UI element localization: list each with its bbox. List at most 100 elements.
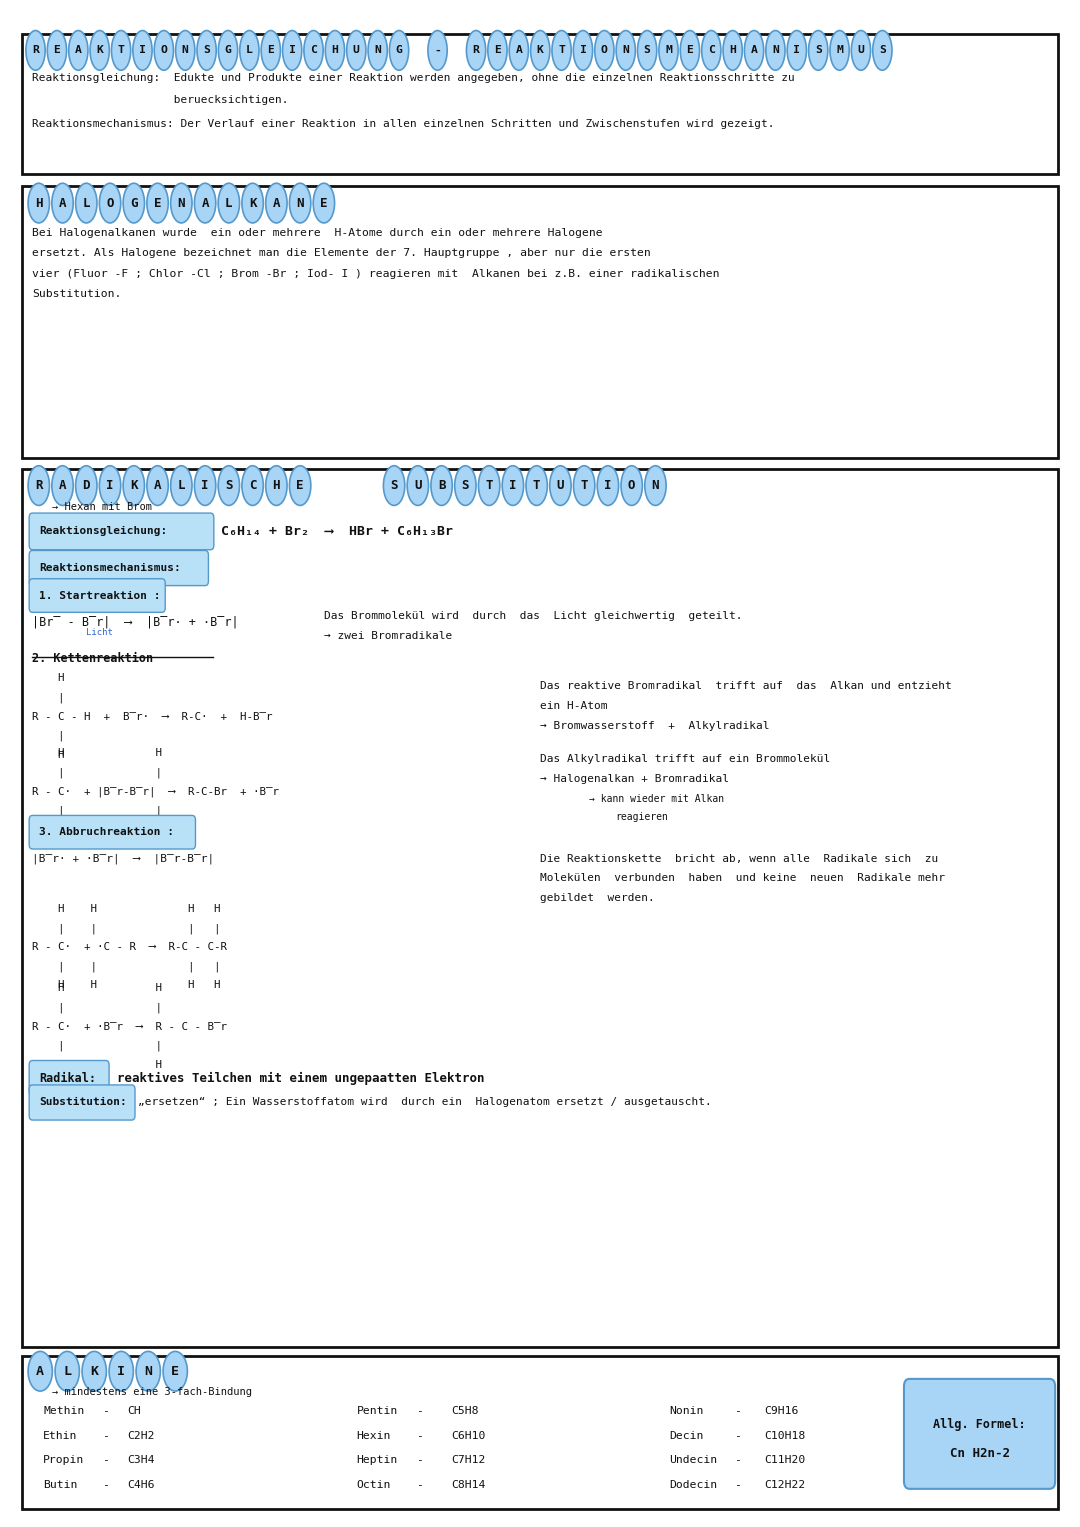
Text: R - C·  + ·C - R  ⟶  R-C - C-R: R - C· + ·C - R ⟶ R-C - C-R: [32, 942, 228, 953]
Text: S: S: [203, 46, 210, 55]
Text: → zwei Bromradikale: → zwei Bromradikale: [324, 631, 453, 641]
Text: I: I: [139, 46, 146, 55]
Text: -: -: [734, 1406, 741, 1417]
Ellipse shape: [303, 31, 323, 70]
Text: R - C·  + ·B̅r  ⟶  R - C - B̅r: R - C· + ·B̅r ⟶ R - C - B̅r: [32, 1022, 228, 1032]
Text: E: E: [494, 46, 501, 55]
Ellipse shape: [766, 31, 785, 70]
Text: C6H10: C6H10: [451, 1431, 486, 1441]
Text: Pentin: Pentin: [356, 1406, 397, 1417]
Text: S: S: [644, 46, 650, 55]
Ellipse shape: [283, 31, 301, 70]
Text: Reaktionsmechanismus: Der Verlauf einer Reaktion in allen einzelnen Schritten un: Reaktionsmechanismus: Der Verlauf einer …: [32, 119, 775, 130]
Ellipse shape: [26, 31, 45, 70]
Text: C9H16: C9H16: [765, 1406, 799, 1417]
Ellipse shape: [136, 1351, 161, 1391]
Text: N: N: [177, 197, 185, 209]
Text: Das Brommolekül wird  durch  das  Licht gleichwertig  geteilt.: Das Brommolekül wird durch das Licht gle…: [324, 611, 743, 621]
Text: → Bromwasserstoff  +  Alkylradikal: → Bromwasserstoff + Alkylradikal: [540, 721, 769, 731]
Text: C8H14: C8H14: [451, 1480, 486, 1490]
Text: H    H              H   H: H H H H: [32, 904, 221, 915]
Ellipse shape: [52, 183, 73, 223]
Text: 2. Kettenreaktion: 2. Kettenreaktion: [32, 652, 153, 666]
Text: C: C: [248, 479, 256, 492]
FancyBboxPatch shape: [29, 1084, 135, 1121]
Ellipse shape: [573, 31, 593, 70]
Ellipse shape: [240, 31, 259, 70]
Text: U: U: [414, 479, 421, 492]
Ellipse shape: [431, 466, 453, 505]
Ellipse shape: [390, 31, 408, 70]
Ellipse shape: [218, 31, 238, 70]
Text: N: N: [296, 197, 303, 209]
Ellipse shape: [347, 31, 366, 70]
Ellipse shape: [266, 466, 287, 505]
Text: Substitution.: Substitution.: [32, 289, 122, 299]
Text: T: T: [118, 46, 124, 55]
Text: G: G: [395, 46, 403, 55]
Text: I: I: [106, 479, 113, 492]
Text: A: A: [153, 479, 161, 492]
Ellipse shape: [829, 31, 849, 70]
Ellipse shape: [176, 31, 194, 70]
Text: Undecin: Undecin: [670, 1455, 718, 1466]
FancyBboxPatch shape: [29, 815, 195, 849]
Text: Octin: Octin: [356, 1480, 391, 1490]
Ellipse shape: [171, 183, 192, 223]
Text: H              H: H H: [32, 983, 162, 994]
FancyBboxPatch shape: [29, 513, 214, 550]
Text: C12H22: C12H22: [765, 1480, 806, 1490]
Text: D: D: [82, 479, 90, 492]
Text: A: A: [751, 46, 757, 55]
Text: T: T: [485, 479, 492, 492]
Text: Hexin: Hexin: [356, 1431, 391, 1441]
Text: T: T: [558, 46, 565, 55]
Ellipse shape: [52, 466, 73, 505]
Text: K: K: [91, 1365, 98, 1377]
Ellipse shape: [550, 466, 571, 505]
Text: H              H: H H: [32, 748, 162, 759]
Ellipse shape: [28, 1351, 52, 1391]
Text: S: S: [390, 479, 397, 492]
Ellipse shape: [147, 183, 168, 223]
Text: -: -: [416, 1455, 422, 1466]
Text: S: S: [225, 479, 232, 492]
Ellipse shape: [171, 466, 192, 505]
Ellipse shape: [48, 31, 67, 70]
Text: -: -: [734, 1455, 741, 1466]
Text: U: U: [556, 479, 564, 492]
Ellipse shape: [530, 31, 550, 70]
Text: C2H2: C2H2: [127, 1431, 154, 1441]
Text: T: T: [532, 479, 540, 492]
Text: H: H: [729, 46, 737, 55]
Text: Bei Halogenalkanen wurde  ein oder mehrere  H-Atome durch ein oder mehrere Halog: Bei Halogenalkanen wurde ein oder mehrer…: [32, 228, 603, 238]
Text: -: -: [734, 1431, 741, 1441]
Ellipse shape: [289, 183, 311, 223]
Text: R - C - H  +  B̅r·  ⟶  R-C·  +  H-B̅r: R - C - H + B̅r· ⟶ R-C· + H-B̅r: [32, 712, 273, 722]
FancyBboxPatch shape: [29, 1060, 109, 1096]
Text: Nonin: Nonin: [670, 1406, 704, 1417]
Text: B: B: [437, 479, 445, 492]
Text: H: H: [35, 197, 42, 209]
Text: O: O: [627, 479, 635, 492]
Text: beruecksichtigen.: beruecksichtigen.: [32, 95, 289, 105]
Text: → Halogenalkan + Bromradikal: → Halogenalkan + Bromradikal: [540, 774, 729, 785]
Text: C: C: [310, 46, 316, 55]
Text: L: L: [82, 197, 90, 209]
Text: R: R: [32, 46, 39, 55]
Text: |: |: [32, 692, 65, 702]
Text: |    |              |   |: | | | |: [32, 922, 221, 933]
Ellipse shape: [595, 31, 613, 70]
Text: K: K: [130, 479, 137, 492]
Text: I: I: [794, 46, 800, 55]
Text: Das reaktive Bromradikal  trifft auf  das  Alkan und entzieht: Das reaktive Bromradikal trifft auf das …: [540, 681, 951, 692]
Text: |              |: | |: [32, 1041, 162, 1051]
Text: A: A: [75, 46, 82, 55]
Text: 1. Startreaktion :: 1. Startreaktion :: [39, 591, 160, 600]
Ellipse shape: [383, 466, 405, 505]
Text: C5H8: C5H8: [451, 1406, 478, 1417]
Text: Cn H2n-2: Cn H2n-2: [949, 1448, 1010, 1460]
Ellipse shape: [55, 1351, 80, 1391]
Ellipse shape: [194, 183, 216, 223]
Ellipse shape: [851, 31, 870, 70]
